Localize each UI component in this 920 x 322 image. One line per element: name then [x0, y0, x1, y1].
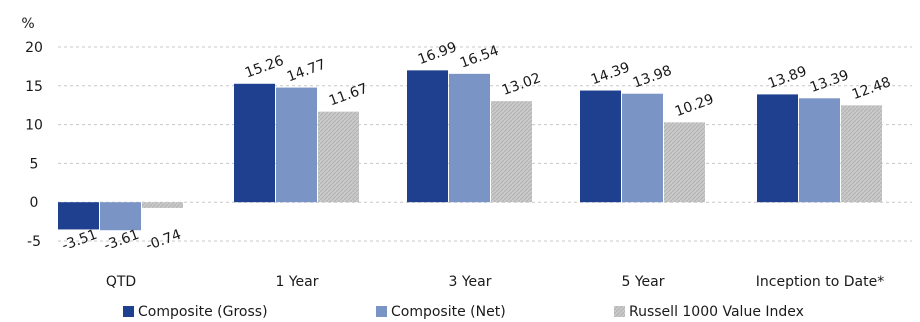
y-tick-label: -5 [27, 234, 41, 250]
bars [58, 70, 882, 231]
y-tick-label: 20 [25, 40, 43, 56]
x-axis: QTD 1 Year 3 Year 5 Year Inception to Date* [106, 274, 884, 290]
data-label-3-2: 10.29 [673, 91, 716, 120]
data-label-4-2: 12.48 [850, 74, 893, 103]
bar-1-2 [318, 111, 359, 203]
data-label-2-2: 13.02 [500, 70, 543, 99]
data-label-4-1: 13.39 [808, 67, 851, 96]
legend: Composite (Gross) Composite (Net) Russell … [123, 304, 804, 320]
legend-swatch-0 [123, 306, 134, 317]
data-label-1-0: 15.26 [243, 53, 286, 82]
bar-3-0 [580, 90, 621, 203]
bar-2-0 [407, 70, 448, 203]
legend-label-2: Russell 1000 Value Index [629, 304, 804, 320]
category-label-4: Inception to Date* [756, 274, 884, 290]
data-label-0-1: -3.61 [102, 227, 142, 254]
bar-2-1 [449, 73, 490, 203]
data-label-3-1: 13.98 [631, 63, 674, 92]
y-tick-label: 10 [25, 118, 43, 134]
bar-4-1 [799, 98, 840, 203]
bar-4-0 [757, 94, 798, 203]
data-label-2-0: 16.99 [416, 39, 459, 68]
bar-3-2 [664, 122, 705, 203]
y-tick-label: 15 [25, 79, 43, 95]
bar-1-1 [276, 87, 317, 203]
legend-label-1: Composite (Net) [391, 304, 506, 320]
bar-0-1 [100, 202, 141, 231]
data-label-1-2: 11.67 [327, 81, 370, 110]
legend-label-0: Composite (Gross) [138, 304, 268, 320]
data-label-3-0: 14.39 [589, 60, 632, 89]
y-unit-label: % [21, 16, 34, 32]
bar-3-1 [622, 93, 663, 203]
bar-4-2 [841, 105, 882, 203]
legend-swatch-1 [376, 306, 387, 317]
bar-1-0 [234, 83, 275, 203]
data-label-0-2: -0.74 [144, 227, 184, 254]
category-label-2: 3 Year [449, 274, 492, 290]
y-tick-label: 5 [30, 156, 39, 172]
bar-2-2 [491, 101, 532, 203]
bar-0-0 [58, 202, 99, 230]
legend-swatch-2 [614, 306, 625, 317]
data-label-1-1: 14.77 [285, 57, 328, 86]
data-label-0-0: -3.51 [60, 227, 100, 254]
category-label-3: 5 Year [622, 274, 665, 290]
data-label-4-0: 13.89 [766, 63, 809, 92]
bar-0-2 [142, 202, 183, 208]
y-tick-label: 0 [30, 195, 39, 211]
category-label-1: 1 Year [276, 274, 319, 290]
y-axis: -5 0 5 10 15 20 [25, 40, 43, 250]
category-label-0: QTD [106, 274, 136, 290]
